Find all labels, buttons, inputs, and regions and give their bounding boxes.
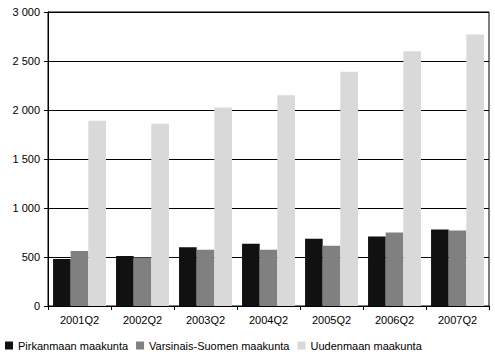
svg-text:500: 500	[22, 251, 40, 263]
svg-text:0: 0	[34, 300, 40, 312]
svg-text:3 000: 3 000	[12, 6, 40, 18]
svg-text:2 000: 2 000	[12, 104, 40, 116]
svg-text:2006Q2: 2006Q2	[375, 314, 414, 326]
svg-text:Uudenmaan maakunta: Uudenmaan maakunta	[310, 340, 422, 352]
svg-text:2 500: 2 500	[12, 55, 40, 67]
svg-text:2007Q2: 2007Q2	[438, 314, 477, 326]
svg-text:2001Q2: 2001Q2	[60, 314, 99, 326]
svg-text:2004Q2: 2004Q2	[249, 314, 288, 326]
svg-text:Varsinais-Suomen maakunta: Varsinais-Suomen maakunta	[149, 340, 290, 352]
svg-text:1 000: 1 000	[12, 202, 40, 214]
svg-text:2005Q2: 2005Q2	[312, 314, 351, 326]
svg-text:Pirkanmaan maakunta: Pirkanmaan maakunta	[18, 340, 129, 352]
svg-text:2002Q2: 2002Q2	[123, 314, 162, 326]
svg-text:2003Q2: 2003Q2	[186, 314, 225, 326]
svg-text:1 500: 1 500	[12, 153, 40, 165]
